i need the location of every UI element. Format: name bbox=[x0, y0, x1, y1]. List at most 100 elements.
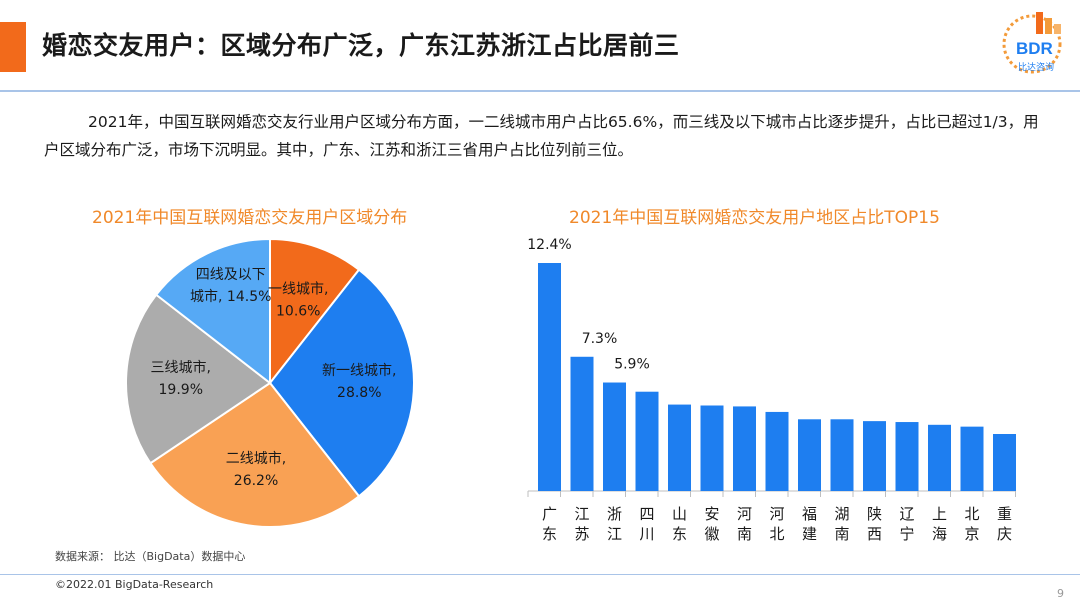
category-char: 宁 bbox=[899, 525, 914, 543]
pie-slice-label: 一线城市, 10.6% bbox=[268, 280, 328, 319]
logo-text: BDR bbox=[1016, 39, 1053, 58]
footer-divider bbox=[0, 574, 1080, 575]
category-char: 北 bbox=[964, 505, 979, 523]
bar-category-label: 河北 bbox=[769, 505, 784, 543]
category-char: 京 bbox=[964, 525, 979, 543]
bar bbox=[993, 434, 1016, 491]
category-char: 辽 bbox=[899, 505, 914, 523]
bar-category-label: 四川 bbox=[639, 505, 654, 543]
bar bbox=[700, 405, 724, 491]
bar bbox=[798, 419, 821, 491]
category-char: 东 bbox=[672, 525, 687, 543]
category-char: 陕 bbox=[867, 505, 882, 523]
category-char: 湖 bbox=[834, 505, 849, 523]
bar-chart: 12.4%广东7.3%江苏5.9%浙江四川山东安徽河南河北福建湖南陕西辽宁上海北… bbox=[527, 237, 1016, 543]
pie-label-line: 一线城市, bbox=[268, 280, 328, 297]
pie-label-line: 新一线城市, bbox=[322, 362, 396, 379]
category-char: 建 bbox=[802, 525, 817, 543]
bar-category-label: 河南 bbox=[737, 505, 752, 543]
pie-label-value: 26.2% bbox=[234, 473, 278, 489]
category-char: 广 bbox=[542, 505, 557, 523]
pie-slice-label: 四线及以下城市, 14.5% bbox=[190, 267, 271, 305]
category-char: 东 bbox=[542, 525, 557, 543]
bar-data-label: 7.3% bbox=[582, 331, 618, 347]
bar-category-label: 福建 bbox=[802, 505, 817, 543]
category-char: 上 bbox=[932, 505, 947, 523]
category-char: 北 bbox=[769, 525, 784, 543]
category-char: 山 bbox=[672, 505, 687, 523]
bar-category-label: 广东 bbox=[542, 505, 557, 543]
category-char: 川 bbox=[639, 525, 654, 543]
bar-category-label: 湖南 bbox=[834, 505, 849, 543]
title-accent-bar bbox=[0, 22, 26, 72]
pie-label-value: 10.6% bbox=[276, 303, 320, 319]
category-char: 徽 bbox=[704, 525, 719, 543]
page-number: 9 bbox=[1057, 587, 1064, 600]
logo-subtext: 比达咨询 bbox=[1018, 61, 1054, 73]
logo-bar-3 bbox=[1054, 24, 1061, 34]
pie-label-line: 城市, 14.5% bbox=[190, 288, 271, 305]
pie-label-value: 28.8% bbox=[337, 385, 381, 401]
pie-label-line: 三线城市, bbox=[151, 359, 211, 376]
bar-data-label: 12.4% bbox=[527, 237, 571, 253]
bar bbox=[960, 426, 984, 491]
pie-slice bbox=[268, 268, 415, 498]
category-char: 河 bbox=[737, 505, 752, 523]
pie-chart: 一线城市, 10.6% 新一线城市, 28.8% 二线城市, 26.2% 三线城市, 19.9… bbox=[125, 237, 415, 528]
category-char: 安 bbox=[704, 505, 719, 523]
data-source: 数据来源： 比达（BigData）数据中心 bbox=[55, 550, 246, 563]
bar bbox=[765, 411, 789, 491]
pie-slice bbox=[154, 237, 271, 386]
category-char: 浙 bbox=[607, 505, 622, 523]
pie-label-line: 二线城市, bbox=[226, 450, 286, 467]
summary-paragraph: 2021年，中国互联网婚恋交友行业用户区域分布方面，一二线城市用户占比65.6%… bbox=[44, 113, 1039, 159]
bar-category-label: 辽宁 bbox=[899, 505, 914, 543]
pie-slice-label: 二线城市, 26.2% bbox=[226, 450, 286, 489]
pie-label-value: 19.9% bbox=[159, 382, 203, 398]
title-divider bbox=[0, 90, 1080, 92]
category-char: 庆 bbox=[997, 525, 1012, 543]
bar bbox=[733, 406, 756, 491]
logo-ring bbox=[1002, 14, 1062, 74]
pie-slice-label: 三线城市, 19.9% bbox=[151, 359, 211, 398]
category-char: 苏 bbox=[574, 525, 589, 543]
bar-category-label: 重庆 bbox=[997, 505, 1012, 543]
category-char: 南 bbox=[737, 525, 752, 543]
category-char: 南 bbox=[834, 525, 849, 543]
pie-chart-title: 2021年中国互联网婚恋交友用户区域分布 bbox=[92, 208, 408, 228]
pie-label-line: 四线及以下 bbox=[196, 267, 266, 283]
category-char: 海 bbox=[932, 525, 947, 543]
bar bbox=[538, 263, 561, 491]
bar bbox=[928, 424, 951, 491]
bar bbox=[570, 356, 594, 491]
page-title: 婚恋交友用户：区域分布广泛，广东江苏浙江占比居前三 bbox=[42, 31, 680, 60]
copyright: ©2022.01 BigData-Research bbox=[55, 578, 214, 591]
category-char: 重 bbox=[997, 505, 1012, 523]
bar-category-label: 上海 bbox=[932, 505, 947, 543]
bar bbox=[635, 391, 659, 491]
logo-bar-1 bbox=[1036, 12, 1043, 34]
pie-slice-label: 新一线城市, 28.8% bbox=[322, 362, 396, 401]
bar-category-label: 浙江 bbox=[607, 505, 622, 543]
category-char: 河 bbox=[769, 505, 784, 523]
pie-slice bbox=[269, 237, 361, 386]
category-char: 福 bbox=[802, 505, 817, 523]
bar-category-label: 陕西 bbox=[867, 505, 882, 543]
bar bbox=[668, 404, 691, 491]
bar-data-label: 5.9% bbox=[614, 357, 650, 373]
bdr-logo: BDR 比达咨询 bbox=[1002, 12, 1062, 74]
category-char: 四 bbox=[639, 505, 654, 523]
bar-category-label: 江苏 bbox=[574, 505, 589, 543]
bar-category-label: 北京 bbox=[964, 505, 979, 543]
category-char: 西 bbox=[867, 525, 882, 543]
bar bbox=[830, 419, 854, 491]
bar bbox=[603, 382, 626, 491]
category-char: 江 bbox=[574, 505, 589, 523]
bar-chart-title: 2021年中国互联网婚恋交友用户地区占比TOP15 bbox=[569, 208, 940, 228]
category-char: 江 bbox=[607, 525, 622, 543]
bar bbox=[863, 421, 886, 491]
pie-slice bbox=[125, 293, 272, 465]
bar bbox=[895, 422, 919, 491]
bar-category-label: 安徽 bbox=[704, 505, 719, 543]
pie-slice bbox=[149, 381, 361, 528]
